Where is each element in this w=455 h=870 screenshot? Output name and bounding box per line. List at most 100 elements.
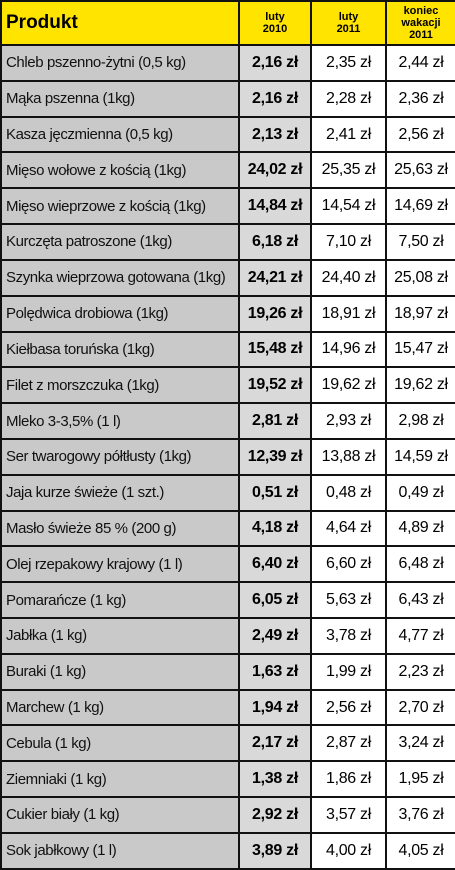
price-cell: 1,99 zł [310, 652, 387, 691]
product-name: Pomarańcze (1 kg) [0, 581, 240, 619]
price-cell: 4,64 zł [310, 509, 387, 548]
product-name: Kasza jęczmienna (0,5 kg) [0, 115, 240, 154]
price-cell: 4,89 zł [385, 509, 455, 548]
price-cell: 1,63 zł [238, 652, 312, 691]
column-header: luty 2010 [238, 0, 312, 46]
price-cell: 14,84 zł [238, 187, 312, 226]
table-row: Cukier biały (1 kg) 2,92 zł 3,57 zł 3,76 zł [0, 796, 455, 834]
price-cell: 4,77 zł [385, 617, 455, 655]
price-cell: 1,38 zł [238, 760, 312, 799]
table-row: Pomarańcze (1 kg) 6,05 zł 5,63 zł 6,43 zł [0, 581, 455, 619]
price-cell: 2,28 zł [310, 79, 387, 118]
price-cell: 25,35 zł [310, 151, 387, 190]
price-cell: 24,02 zł [238, 151, 312, 190]
price-cell: 4,18 zł [238, 509, 312, 548]
product-name: Buraki (1 kg) [0, 652, 240, 691]
price-cell: 15,47 zł [385, 330, 455, 369]
product-name: Szynka wieprzowa gotowana (1kg) [0, 258, 240, 297]
price-cell: 2,81 zł [238, 402, 312, 440]
table-row: Filet z morszczuka (1kg) 19,52 zł 19,62 zł… [0, 366, 455, 405]
product-name: Kurczęta patroszone (1kg) [0, 223, 240, 261]
header-text: luty [338, 11, 359, 23]
price-cell: 1,94 zł [238, 688, 312, 727]
header-text: 2011 [409, 29, 433, 41]
product-name: Filet z morszczuka (1kg) [0, 366, 240, 405]
price-cell: 6,60 zł [310, 545, 387, 584]
table-row: Sok jabłkowy (1 l) 3,89 zł 4,00 zł 4,05 zł [0, 831, 455, 870]
table-row: Masło świeże 85 % (200 g) 4,18 zł 4,64 zł 4… [0, 509, 455, 548]
table-row: Mięso wołowe z kością (1kg) 24,02 zł 25,35… [0, 151, 455, 190]
price-cell: 14,59 zł [385, 437, 455, 476]
price-cell: 6,40 zł [238, 545, 312, 584]
price-cell: 7,10 zł [310, 223, 387, 261]
table-row: Jabłka (1 kg) 2,49 zł 3,78 zł 4,77 zł [0, 617, 455, 655]
price-cell: 2,56 zł [310, 688, 387, 727]
price-cell: 1,95 zł [385, 760, 455, 799]
price-cell: 4,05 zł [385, 831, 455, 870]
header-text: luty [265, 11, 285, 23]
product-name: Cebula (1 kg) [0, 724, 240, 763]
header-text: 2010 [262, 23, 288, 35]
price-cell: 2,49 zł [238, 617, 312, 655]
price-cell: 1,86 zł [310, 760, 387, 799]
table-row: Mięso wieprzowe z kością (1kg) 14,84 zł 14… [0, 187, 455, 226]
price-cell: 3,76 zł [385, 796, 455, 834]
product-name: Sok jabłkowy (1 l) [0, 831, 240, 870]
product-name: Ser twarogowy półtłusty (1kg) [0, 437, 240, 476]
table-row: Mąka pszenna (1kg) 2,16 zł 2,28 zł 2,36 zł [0, 79, 455, 118]
product-name: Masło świeże 85 % (200 g) [0, 509, 240, 548]
price-cell: 0,49 zł [385, 473, 455, 512]
product-name: Kiełbasa toruńska (1kg) [0, 330, 240, 369]
price-cell: 4,00 zł [310, 831, 387, 870]
price-cell: 13,88 zł [310, 437, 387, 476]
product-name: Olej rzepakowy krajowy (1 l) [0, 545, 240, 584]
table-row: Kiełbasa toruńska (1kg) 15,48 zł 14,96 zł 1… [0, 330, 455, 369]
price-cell: 2,17 zł [238, 724, 312, 763]
price-cell: 18,97 zł [385, 294, 455, 333]
price-cell: 24,40 zł [310, 258, 387, 297]
price-cell: 6,18 zł [238, 223, 312, 261]
price-cell: 24,21 zł [238, 258, 312, 297]
table-row: Ser twarogowy półtłusty (1kg) 12,39 zł 13,… [0, 437, 455, 476]
table-row: Jaja kurze świeże (1 szt.) 0,51 zł 0,48 zł… [0, 473, 455, 512]
table-row: Mleko 3-3,5% (1 l) 2,81 zł 2,93 zł 2,98 zł [0, 402, 455, 440]
price-cell: 5,63 zł [310, 581, 387, 619]
price-cell: 3,89 zł [238, 831, 312, 870]
price-cell: 14,96 zł [310, 330, 387, 369]
header-text: 2011 [336, 23, 361, 35]
table-row: Buraki (1 kg) 1,63 zł 1,99 zł 2,23 zł [0, 652, 455, 691]
product-name: Polędwica drobiowa (1kg) [0, 294, 240, 333]
table-row: Ziemniaki (1 kg) 1,38 zł 1,86 zł 1,95 zł [0, 760, 455, 799]
price-cell: 2,16 zł [238, 79, 312, 118]
price-cell: 14,69 zł [385, 187, 455, 226]
price-cell: 3,24 zł [385, 724, 455, 763]
product-name: Mięso wołowe z kością (1kg) [0, 151, 240, 190]
product-name: Mąka pszenna (1kg) [0, 79, 240, 118]
price-cell: 2,56 zł [385, 115, 455, 154]
table-row: Marchew (1 kg) 1,94 zł 2,56 zł 2,70 zł [0, 688, 455, 727]
header-row: Produkt luty 2010 luty 2011 koniec wakacji 2011 [0, 0, 455, 46]
price-cell: 3,57 zł [310, 796, 387, 834]
price-cell: 6,43 zł [385, 581, 455, 619]
price-cell: 6,48 zł [385, 545, 455, 584]
price-cell: 15,48 zł [238, 330, 312, 369]
header-text: koniec [403, 5, 439, 17]
price-cell: 2,35 zł [310, 44, 387, 82]
table-row: Kurczęta patroszone (1kg) 6,18 zł 7,10 zł 7… [0, 223, 455, 261]
product-name: Jabłka (1 kg) [0, 617, 240, 655]
product-name: Marchew (1 kg) [0, 688, 240, 727]
price-cell: 25,08 zł [385, 258, 455, 297]
price-cell: 6,05 zł [238, 581, 312, 619]
price-cell: 2,87 zł [310, 724, 387, 763]
table-body: Chleb pszenno-żytni (0,5 kg) 2,16 zł 2,35 … [0, 44, 455, 870]
price-cell: 2,36 zł [385, 79, 455, 118]
price-cell: 2,98 zł [385, 402, 455, 440]
price-cell: 2,93 zł [310, 402, 387, 440]
product-name: Chleb pszenno-żytni (0,5 kg) [0, 44, 240, 82]
price-cell: 19,52 zł [238, 366, 312, 405]
price-cell: 0,48 zł [310, 473, 387, 512]
price-cell: 19,62 zł [385, 366, 455, 405]
price-cell: 2,16 zł [238, 44, 312, 82]
table-row: Chleb pszenno-żytni (0,5 kg) 2,16 zł 2,35 … [0, 44, 455, 82]
